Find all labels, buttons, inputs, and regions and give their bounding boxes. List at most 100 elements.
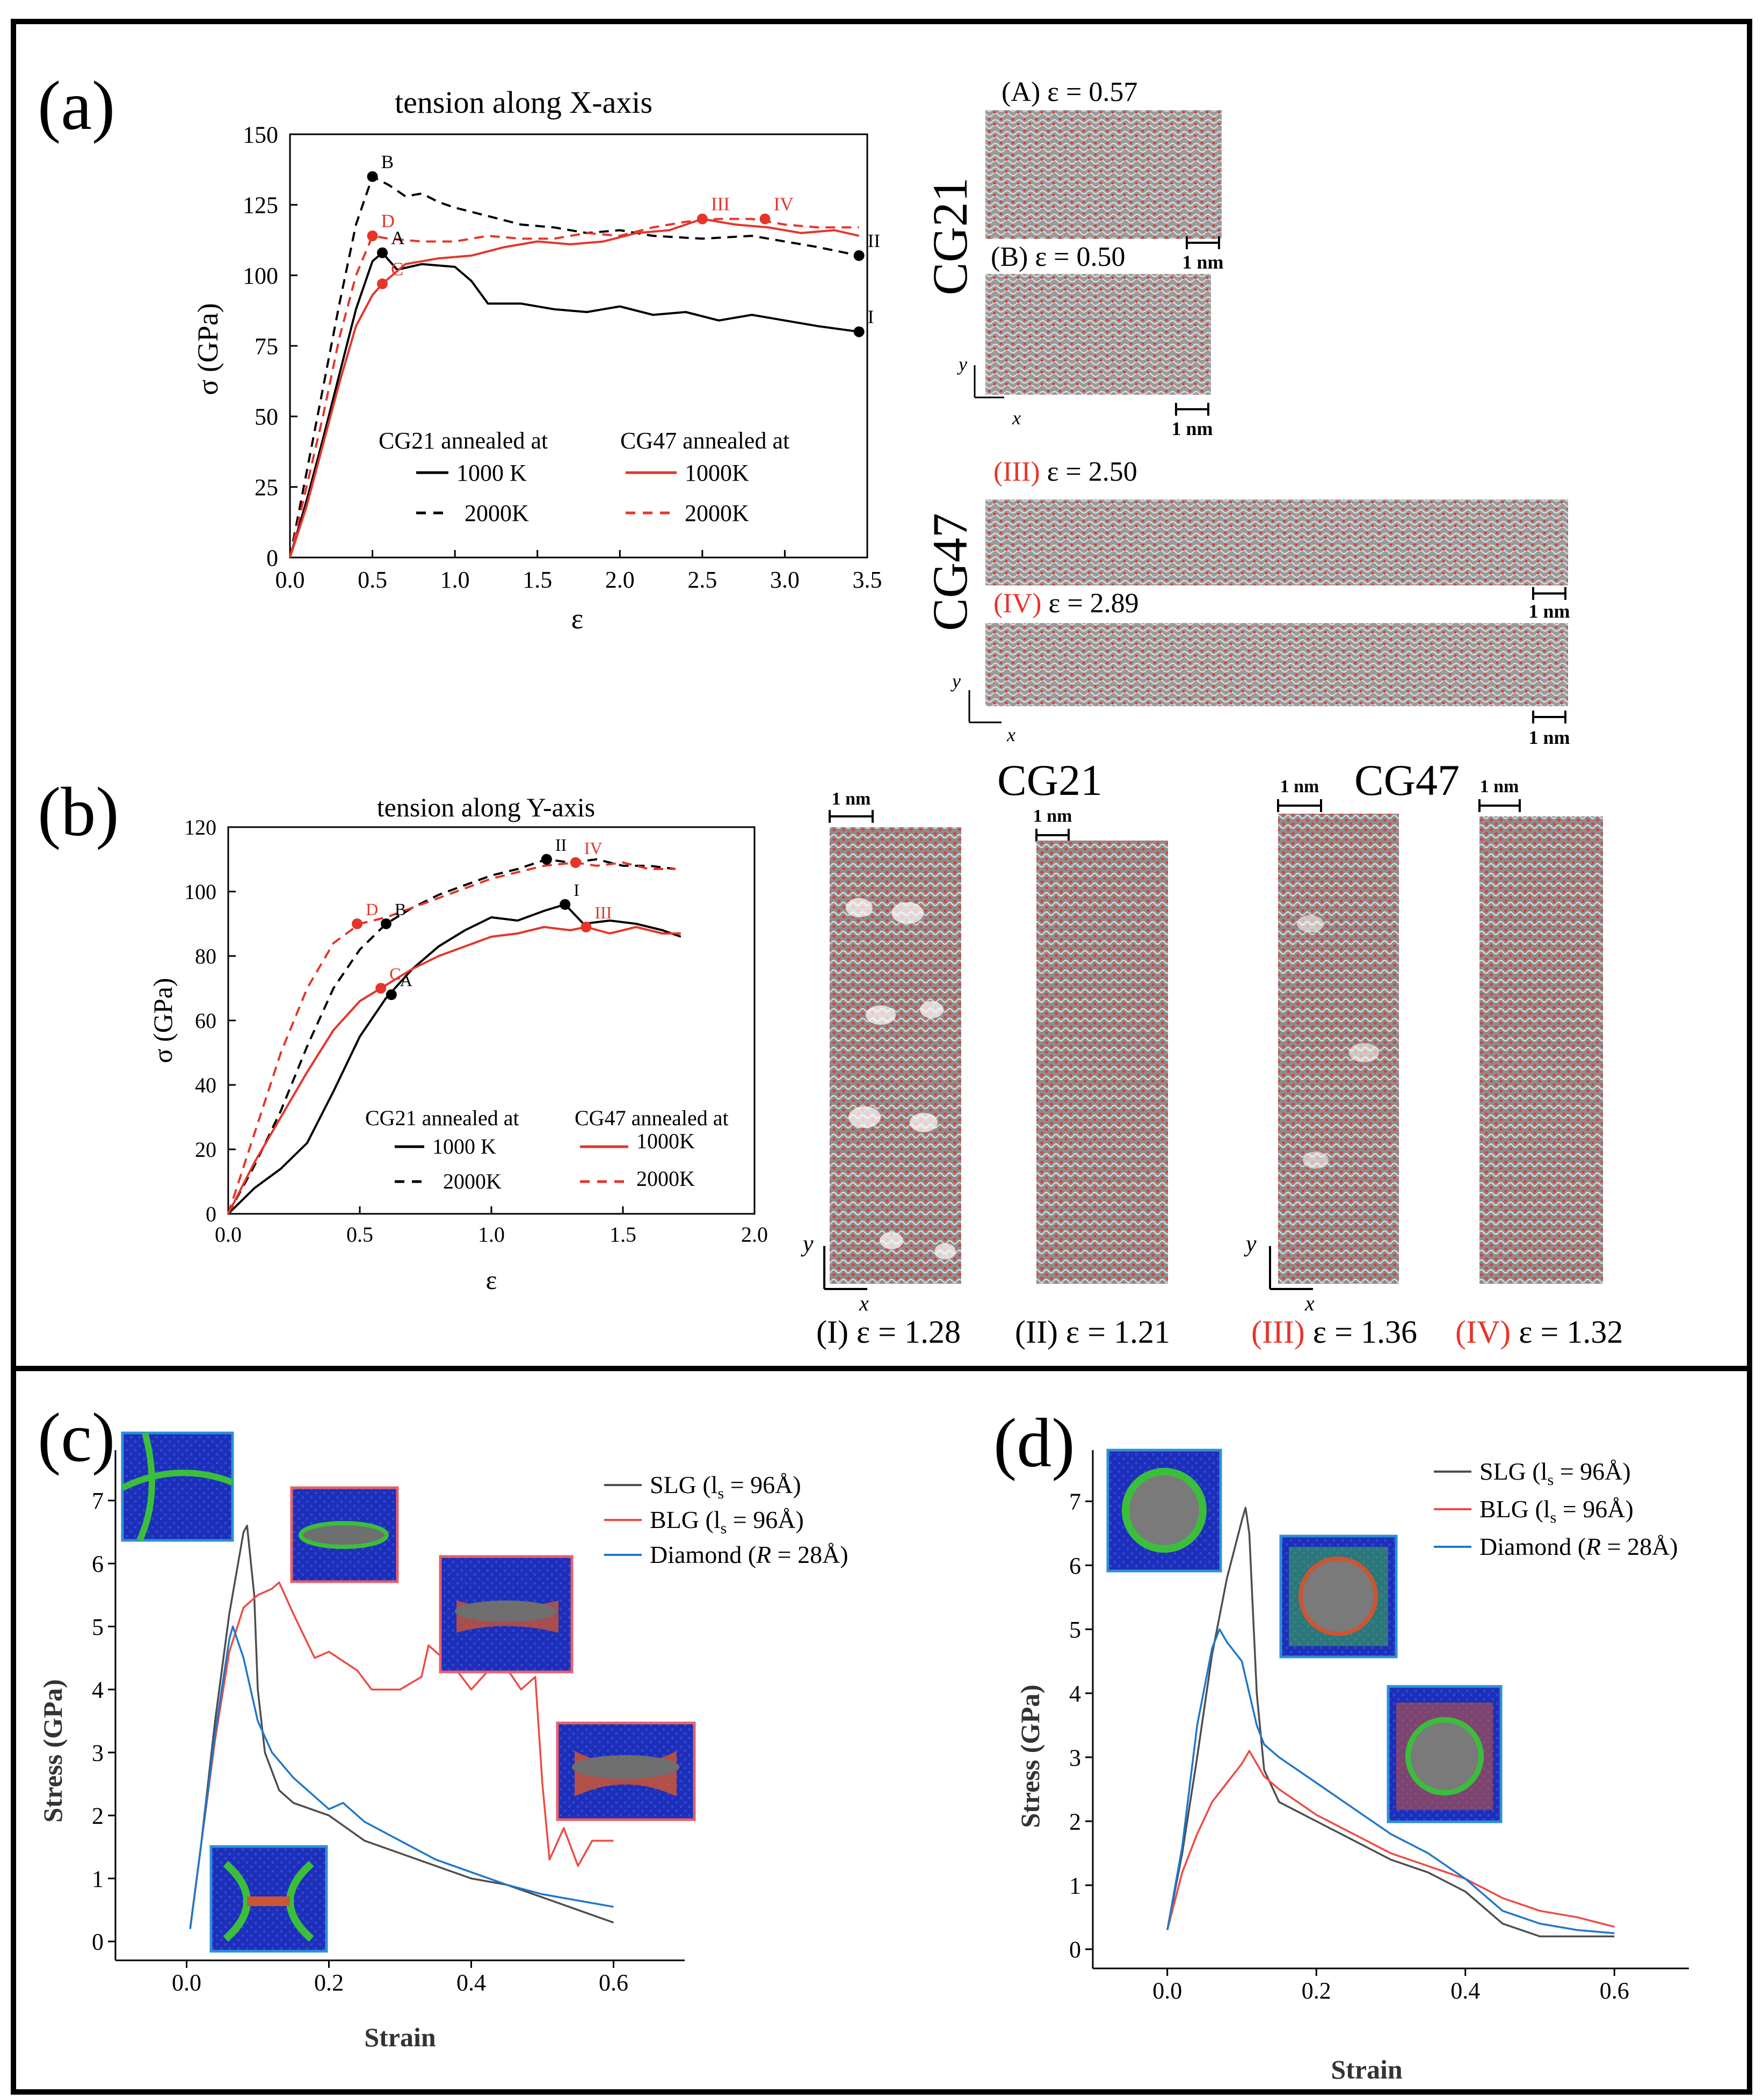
panel-label-b: (b) [38, 773, 119, 851]
scale-bar-B: 1 nm [1171, 403, 1213, 439]
chart-a-title: tension along X-axis [395, 85, 652, 120]
plotA-marker-label: B [381, 151, 394, 172]
legend-b-cg21-title: CG21 annealed at [365, 1106, 519, 1130]
plotB-series-3 [227, 861, 676, 1214]
snap-cg21-label: CG21 [923, 177, 977, 295]
plotA-marker [377, 247, 388, 258]
plotA-marker-label: C [391, 258, 403, 279]
plotA-marker [377, 278, 388, 289]
snap-b-III-label: (III) ε = 1.36 [1251, 1314, 1417, 1350]
axes-glyph-b2-x: x [1304, 1291, 1315, 1315]
axes-glyph-b2-y: y [1244, 1230, 1257, 1257]
plotA-xtick-label: 3.5 [853, 567, 882, 593]
panel-label-a: (a) [38, 67, 115, 144]
plotD-xtick-label: 0.6 [1600, 1978, 1629, 2004]
chart-a-plot: 0.0 0.5 1.0 1.5 2.0 2.5 3.0 3.5 0 25 50 75 100 125 150… [243, 121, 882, 593]
plotB-marker [541, 854, 552, 865]
plotC-ytick-label: 0 [92, 1929, 104, 1955]
panel-frames [11, 19, 1752, 2095]
plotC-ytick-label: 2 [92, 1803, 104, 1829]
chart-b-title: tension along Y-axis [377, 792, 595, 822]
plotA-ytick-label: 25 [255, 474, 278, 501]
legend-cg47-dash: 2000K [685, 500, 749, 526]
md-snapshot-b-I [830, 827, 961, 1284]
plotA-ytick-label: 125 [243, 192, 278, 219]
plotD-series-2 [1166, 1628, 1615, 1935]
plotB-marker [560, 899, 571, 910]
plotA-xtick-label: 1.5 [523, 567, 552, 593]
plotA-ytick-label: 100 [243, 263, 278, 289]
plotC-ytick-label: 5 [92, 1614, 104, 1640]
snap-a-B-label: (B) ε = 0.50 [991, 242, 1125, 272]
plotA-marker-label: IV [774, 194, 794, 215]
legend-d-diamond: Diamond (R = 28Å) [1479, 1533, 1678, 1560]
plotA-ytick-label: 75 [255, 333, 278, 359]
md-snapshot-B [985, 274, 1211, 395]
legend-b-cg47-title: CG47 annealed at [575, 1106, 729, 1130]
scale-bar-b-IV-label: 1 nm [1480, 777, 1519, 796]
scale-bar-III: 1 nm [1528, 587, 1570, 622]
legend-cg47-title: CG47 annealed at [620, 428, 789, 454]
plotB-marker [581, 922, 592, 932]
axes-glyph-b1-y: y [801, 1230, 814, 1257]
plotC-xtick-label: 0.4 [456, 1969, 486, 1996]
plotA-marker-label: I [868, 307, 874, 328]
panel-label-c: (c) [38, 1399, 115, 1476]
plotD-ytick-label: 7 [1069, 1489, 1081, 1515]
snapshots-b: CG21 CG47 1 nm 1 nm 1 nm 1 nm [801, 756, 1623, 1350]
plotC-series-2 [189, 1625, 614, 1929]
chart-a-xlabel: ε [571, 603, 584, 635]
chart-d: Stress (GPa) Strain 0.0 0.2 0.4 0.6 0 1 2 3 4 5 6 7… [1015, 1449, 1689, 2084]
plotA-marker [853, 250, 865, 261]
plotB-ytick-label: 120 [184, 815, 216, 839]
plotA-series-0 [289, 251, 859, 558]
plotB-marker [352, 918, 363, 929]
snap-b-IV-label: (IV) ε = 1.32 [1455, 1314, 1623, 1350]
chart-d-xlabel: Strain [1331, 2054, 1403, 2084]
plotA-series-3 [289, 218, 859, 558]
plotB-marker-label: B [395, 900, 406, 919]
chart-d-legend: SLG (ls = 96Å) BLG (ls = 96Å) Diamond (R… [1434, 1458, 1678, 1560]
plotB-marker [381, 918, 391, 929]
chart-b-xlabel: ε [486, 1265, 497, 1295]
plotD-ytick-label: 5 [1069, 1617, 1081, 1643]
plotA-xtick-label: 2.5 [687, 567, 717, 593]
plotA-marker-label: III [711, 194, 730, 215]
insets-d [1106, 1449, 1503, 1823]
md-snapshot-b-III [1278, 814, 1399, 1284]
plotA-ytick-label: 50 [255, 404, 278, 430]
plotB-series-2 [227, 926, 681, 1214]
legend-d-blg: BLG (ls = 96Å) [1479, 1495, 1634, 1526]
md-snapshot-III [985, 499, 1568, 585]
pores-b-III [1297, 915, 1379, 1169]
chart-c-plot: 0.0 0.2 0.4 0.6 0 1 2 3 4 5 6 7 [92, 1450, 685, 1996]
chart-b: tension along Y-axis σ (GPa) ε 0.0 0.5 1.0… [148, 792, 768, 1295]
snap-a-A-label: (A) ε = 0.57 [1002, 77, 1137, 107]
plotA-marker-label: A [391, 228, 405, 249]
inset-c1 [121, 1431, 234, 1542]
plotB-xtick-label: 0.5 [346, 1222, 373, 1247]
chart-a-ylabel: σ (GPa) [192, 303, 224, 395]
scale-bar-b-III-label: 1 nm [1280, 777, 1319, 796]
plotB-ytick-label: 60 [195, 1009, 216, 1033]
plotD-xtick-label: 0.4 [1450, 1978, 1480, 2004]
plotB-xtick-label: 1.5 [610, 1222, 636, 1247]
plotB-ytick-label: 0 [206, 1202, 216, 1226]
plotD-ytick-label: 1 [1069, 1873, 1081, 1899]
scale-bar-b-I-label: 1 nm [832, 789, 871, 809]
chart-b-legend: CG21 annealed at CG47 annealed at 1000 K… [365, 1106, 729, 1193]
plotA-xtick-label: 0.0 [275, 567, 305, 593]
chart-d-plot: 0.0 0.2 0.4 0.6 0 1 2 3 4 5 6 7 [1069, 1450, 1689, 2004]
plotB-marker-label: A [400, 971, 412, 990]
pores-b-I [846, 898, 956, 1259]
plotD-ytick-label: 3 [1069, 1744, 1081, 1771]
snap-b-I-label: (I) ε = 1.28 [816, 1314, 961, 1350]
legend-b-cg21-dash: 2000K [443, 1169, 502, 1193]
plotB-marker-label: I [574, 880, 579, 900]
plotA-xtick-label: 3.0 [770, 567, 800, 593]
plotA-marker-label: D [381, 211, 395, 231]
axes-glyph-A-x: x [1012, 407, 1021, 429]
plotD-ytick-label: 6 [1069, 1553, 1081, 1579]
plotC-ytick-label: 7 [92, 1488, 104, 1514]
scale-bar-b-III: 1 nm [1277, 777, 1322, 812]
